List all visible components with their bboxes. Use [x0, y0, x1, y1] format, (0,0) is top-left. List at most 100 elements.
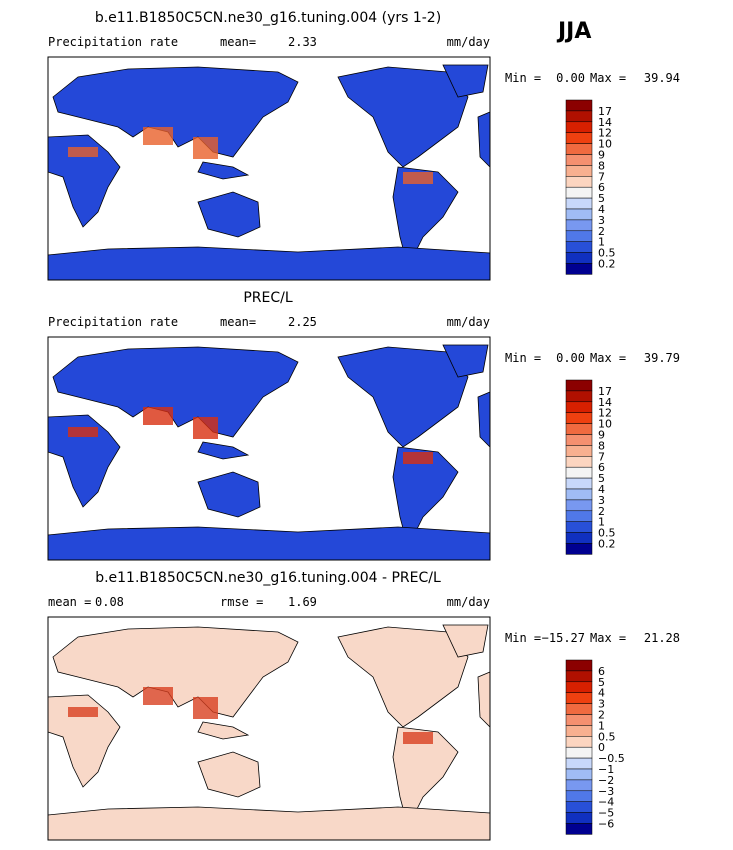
colorbar-box [565, 466, 593, 479]
colorbar-box [565, 197, 593, 210]
colorbar-label: −4 [598, 796, 614, 809]
map-hotspot [143, 407, 173, 425]
colorbar-label: 1 [598, 236, 605, 249]
colorbar-box [565, 401, 593, 413]
map-hotspot [403, 452, 433, 464]
colorbar-box [565, 132, 593, 144]
left-label: mean = [48, 595, 91, 609]
colorbar-box [565, 823, 593, 835]
colorbar-label: −0.5 [598, 752, 625, 765]
colorbar-label: 14 [598, 116, 612, 129]
colorbar-box [565, 488, 593, 501]
map-hotspot [68, 707, 98, 717]
colorbar-label: 0 [598, 741, 605, 754]
colorbar-box [565, 521, 593, 533]
map [47, 336, 491, 561]
colorbar-label: 14 [598, 396, 612, 409]
colorbar-box [565, 154, 593, 166]
colorbar-box [565, 670, 593, 683]
colorbar-box [565, 768, 593, 781]
colorbar-box [565, 779, 593, 792]
colorbar-label: −6 [598, 818, 614, 831]
colorbar-box [565, 390, 593, 403]
center-label: mean= [220, 315, 256, 329]
colorbar-box [565, 241, 593, 253]
colorbar-label: 5 [598, 676, 605, 689]
colorbar-box [565, 99, 593, 112]
max-value: 39.79 [644, 351, 680, 365]
colorbar-label: 2 [598, 709, 605, 722]
colorbar-box [565, 110, 593, 123]
colorbar-box [565, 510, 593, 522]
colorbar-box [565, 543, 593, 555]
map-frame [47, 616, 491, 841]
map-hotspot [193, 417, 218, 439]
colorbar-box [565, 379, 593, 392]
colorbar-label: 10 [598, 418, 612, 431]
colorbar-box [565, 692, 593, 704]
map-frame [47, 336, 491, 561]
center-value: 1.69 [288, 595, 317, 609]
colorbar-label: 1 [598, 516, 605, 529]
colorbar-label: −1 [598, 763, 614, 776]
colorbar-box [565, 790, 593, 802]
max-label: Max = [590, 71, 626, 85]
max-label: Max = [590, 351, 626, 365]
map [47, 56, 491, 281]
center-label: mean= [220, 35, 256, 49]
panel-title: PREC/L [243, 290, 293, 306]
colorbar-label: 1 [598, 719, 605, 732]
colorbar-box [565, 412, 593, 424]
colorbar-box [565, 681, 593, 693]
left-label: Precipitation rate [48, 35, 178, 49]
colorbar-box [565, 186, 593, 199]
colorbar-label: −5 [598, 807, 614, 820]
center-label: rmse = [220, 595, 263, 609]
min-value: −15.27 [542, 631, 585, 645]
colorbar-label: 10 [598, 138, 612, 151]
max-label: Max = [590, 631, 626, 645]
min-value: 0.00 [556, 351, 585, 365]
panel-title: b.e11.B1850C5CN.ne30_g16.tuning.004 (yrs… [95, 10, 441, 26]
colorbar-label: 7 [598, 450, 605, 463]
colorbar-box [565, 659, 593, 672]
colorbar-label: 3 [598, 698, 605, 711]
units: mm/day [447, 315, 490, 329]
colorbar-box [565, 801, 593, 813]
colorbar-label: 12 [598, 407, 612, 420]
map-frame [47, 56, 491, 281]
colorbar-box [565, 208, 593, 221]
colorbar-label: 8 [598, 159, 605, 172]
min-label: Min = [505, 631, 541, 645]
colorbar-label: 5 [598, 192, 605, 205]
colorbar-box [565, 725, 593, 737]
colorbar-label: 4 [598, 203, 605, 216]
units: mm/day [447, 35, 490, 49]
colorbar-label: 6 [598, 181, 605, 194]
colorbar-box [565, 434, 593, 446]
colorbar-label: 0.5 [598, 730, 616, 743]
colorbar-label: 3 [598, 214, 605, 227]
colorbar-label: −3 [598, 785, 614, 798]
colorbar-label: −2 [598, 774, 614, 787]
colorbar-label: 0.2 [598, 258, 616, 271]
map-hotspot [403, 172, 433, 184]
min-label: Min = [505, 71, 541, 85]
colorbar-box [565, 477, 593, 490]
colorbar-label: 17 [598, 385, 612, 398]
map [47, 616, 491, 841]
colorbar-label: 9 [598, 429, 605, 442]
colorbar-box [565, 703, 593, 715]
colorbar-label: 4 [598, 687, 605, 700]
colorbar-label: 12 [598, 127, 612, 140]
min-value: 0.00 [556, 71, 585, 85]
colorbar-label: 5 [598, 472, 605, 485]
center-value: 2.25 [288, 315, 317, 329]
colorbar-box [565, 746, 593, 759]
colorbar-box [565, 757, 593, 770]
colorbar-box [565, 165, 593, 177]
units: mm/day [447, 595, 490, 609]
left-label: 0.08 [95, 595, 124, 609]
